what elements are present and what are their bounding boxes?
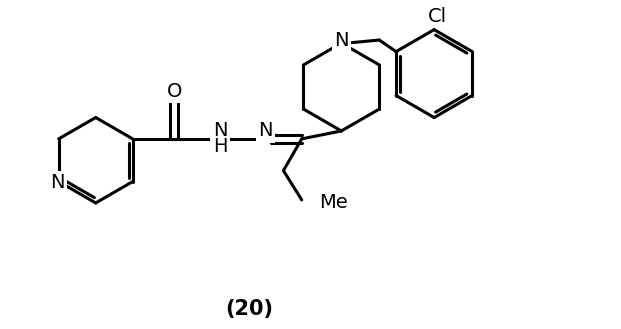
Text: N: N — [213, 121, 227, 140]
Text: (20): (20) — [225, 299, 273, 319]
Text: Me: Me — [319, 193, 348, 213]
Text: H: H — [213, 137, 227, 156]
Text: N: N — [334, 31, 348, 49]
Text: Cl: Cl — [428, 7, 446, 26]
Text: O: O — [166, 82, 182, 101]
Text: N: N — [258, 121, 273, 140]
Text: N: N — [50, 173, 65, 192]
